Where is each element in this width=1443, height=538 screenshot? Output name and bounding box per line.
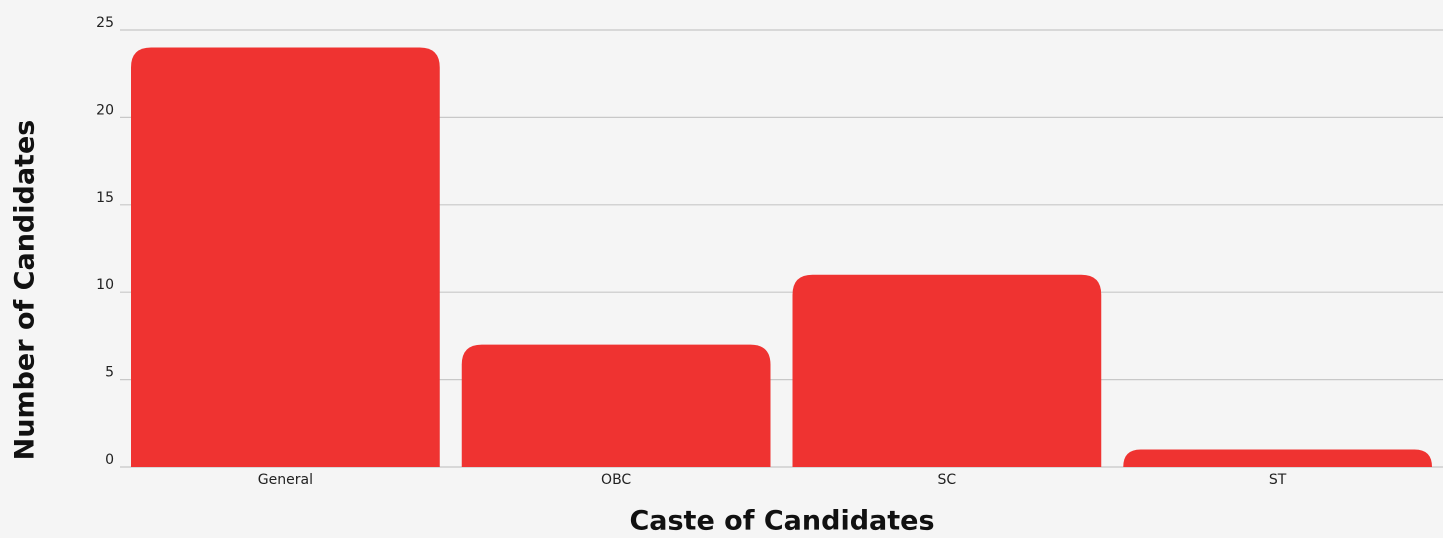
y-axis-title: Number of Candidates — [10, 120, 41, 461]
bar — [1123, 449, 1432, 467]
y-tick-label: 5 — [105, 365, 114, 381]
y-tick-label: 15 — [96, 190, 114, 206]
bar — [461, 344, 771, 467]
y-tick-label: 10 — [96, 277, 114, 293]
x-tick-label: SC — [938, 472, 957, 488]
y-tick-label: 0 — [105, 452, 114, 468]
x-axis-title: Caste of Candidates — [629, 506, 934, 537]
y-tick-label: 25 — [96, 15, 114, 31]
x-tick-label: ST — [1269, 472, 1287, 488]
bar — [131, 47, 440, 467]
y-tick-label: 20 — [96, 102, 114, 118]
bar — [792, 274, 1102, 467]
x-tick-label: General — [258, 472, 313, 488]
x-tick-label: OBC — [601, 472, 631, 488]
